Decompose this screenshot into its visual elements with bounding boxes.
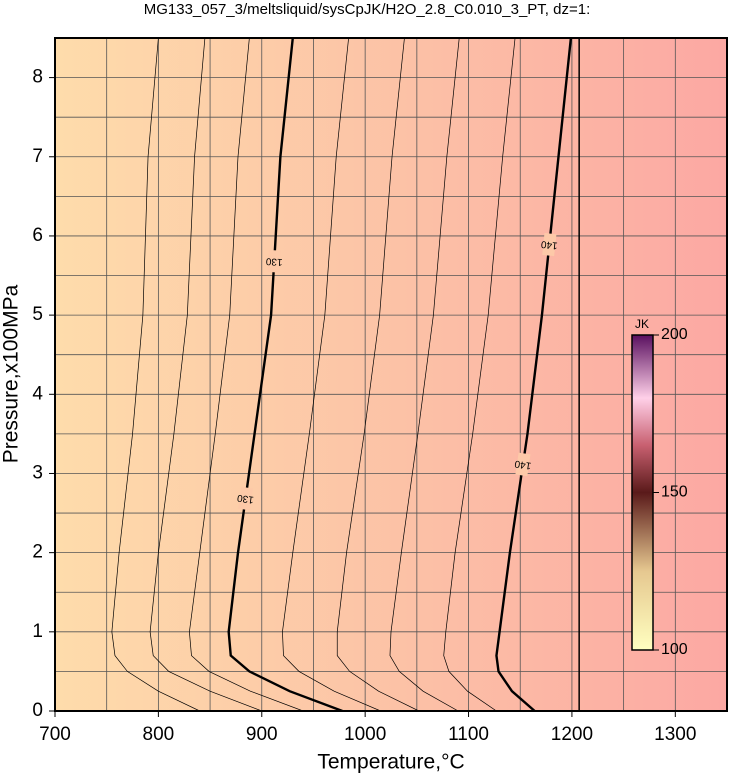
y-tick-label: 0	[32, 700, 43, 721]
y-tick-label: 6	[32, 225, 43, 246]
colorbar-tick-label: 200	[661, 326, 688, 343]
colorbar	[631, 334, 654, 651]
contour-line	[336, 38, 420, 711]
y-tick-label: 2	[32, 542, 43, 563]
contour-line	[111, 38, 200, 711]
y-tick-label: 5	[32, 304, 43, 325]
y-tick-label: 3	[32, 462, 43, 483]
x-tick-label: 1200	[551, 724, 593, 745]
colorbar-label: JK	[635, 317, 649, 331]
contours: 130 130 140 140	[111, 38, 580, 711]
plot-background	[55, 38, 727, 711]
y-axis-label: Pressure,x100MPa	[0, 284, 23, 463]
y-tick-label: 8	[32, 67, 43, 88]
plot-frame	[54, 37, 728, 712]
x-axis-label: Temperature,°C	[317, 751, 464, 774]
x-tick-label: 700	[39, 724, 71, 745]
y-tick-label: 1	[32, 621, 43, 642]
x-tick-label: 900	[246, 724, 278, 745]
x-tick-label: 1000	[344, 724, 386, 745]
contour-label-bg	[267, 249, 281, 273]
chart-title: MG133_057_3/meltsliquid/sysCpJK/H2O_2.8_…	[144, 1, 591, 18]
colorbar-tick-label: 100	[661, 641, 688, 658]
contour-label-bg	[542, 232, 557, 257]
colorbar-tick-label: 150	[661, 484, 688, 501]
x-tick-label: 800	[143, 724, 175, 745]
contour-line	[227, 38, 343, 711]
contour-line	[189, 38, 304, 711]
contour-label-bg	[238, 486, 253, 511]
contour-label: 130	[236, 492, 254, 505]
contour-label: 130	[265, 255, 283, 267]
contour-label-bg	[515, 452, 531, 477]
contour-label: 140	[513, 458, 532, 471]
y-tick-label: 7	[32, 146, 43, 167]
contour-line	[389, 38, 460, 711]
x-tick-label: 1100	[448, 724, 489, 745]
contour-line	[149, 38, 262, 711]
contour-line	[443, 38, 516, 711]
x-tick-label: 1300	[654, 724, 696, 745]
contour-line	[282, 38, 381, 711]
contour-label: 140	[540, 238, 558, 251]
y-tick-label: 4	[32, 383, 43, 404]
